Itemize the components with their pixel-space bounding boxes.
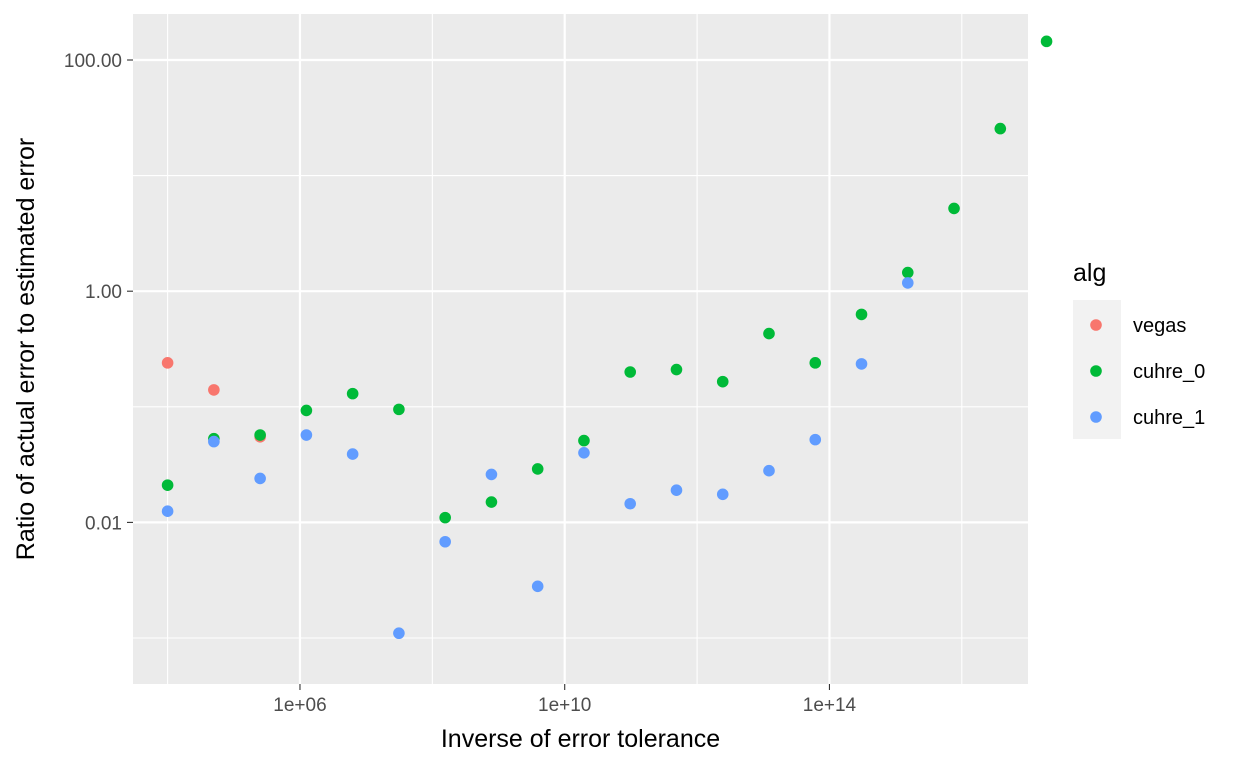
point-cuhre_1 bbox=[531, 580, 544, 593]
point-cuhre_1 bbox=[300, 429, 313, 441]
point-cuhre_0 bbox=[809, 357, 822, 369]
major-gridlines bbox=[133, 14, 1028, 684]
legend-title: alg bbox=[1073, 259, 1106, 287]
point-cuhre_1 bbox=[393, 627, 405, 640]
point-cuhre_0 bbox=[161, 479, 174, 491]
y-tick-label: 100.00 bbox=[64, 51, 122, 72]
point-cuhre_0 bbox=[855, 308, 868, 321]
point-cuhre_0 bbox=[346, 387, 359, 400]
y-axis: 0.01 1.00 100.00 bbox=[64, 51, 133, 534]
legend-items: vegas cuhre_0 cuhre_1 bbox=[1090, 315, 1205, 429]
point-cuhre_0 bbox=[624, 366, 637, 378]
point-cuhre_1 bbox=[161, 505, 174, 517]
y-tick-label: 1.00 bbox=[85, 282, 122, 303]
y-axis-title: Ratio of actual error to estimated error bbox=[12, 138, 40, 560]
point-cuhre_1 bbox=[578, 447, 590, 459]
point-cuhre_1 bbox=[208, 435, 220, 448]
point-cuhre_0 bbox=[716, 375, 729, 388]
point-cuhre_1 bbox=[901, 277, 914, 289]
point-cuhre_1 bbox=[809, 433, 822, 446]
point-cuhre_0 bbox=[578, 434, 590, 447]
legend-key-cuhre_1 bbox=[1090, 411, 1102, 423]
point-cuhre_0 bbox=[901, 266, 914, 279]
point-cuhre_0 bbox=[485, 496, 498, 508]
point-cuhre_0 bbox=[763, 327, 775, 340]
x-tick-label: 1e+14 bbox=[803, 695, 857, 716]
x-tick-label: 1e+06 bbox=[273, 695, 326, 716]
legend-label-cuhre_0: cuhre_0 bbox=[1133, 361, 1205, 383]
point-cuhre_0 bbox=[531, 463, 544, 475]
minor-gridlines bbox=[133, 14, 1028, 684]
legend-label-vegas: vegas bbox=[1133, 315, 1186, 337]
point-cuhre_0 bbox=[393, 403, 405, 416]
point-vegas bbox=[208, 384, 220, 396]
point-cuhre_0 bbox=[254, 429, 266, 441]
panel-background bbox=[133, 14, 1028, 684]
point-cuhre_1 bbox=[855, 358, 868, 370]
point-vegas bbox=[161, 357, 174, 369]
point-cuhre_0 bbox=[300, 404, 313, 417]
point-cuhre_0 bbox=[1040, 35, 1053, 48]
y-tick-label: 0.01 bbox=[85, 513, 122, 534]
legend-key-vegas bbox=[1090, 319, 1102, 331]
x-axis-title: Inverse of error tolerance bbox=[441, 725, 720, 753]
point-cuhre_1 bbox=[670, 484, 683, 496]
point-cuhre_1 bbox=[624, 497, 637, 510]
x-tick-label: 1e+10 bbox=[538, 695, 591, 716]
point-cuhre_1 bbox=[254, 472, 266, 485]
point-cuhre_0 bbox=[948, 202, 960, 215]
legend: alg vegas cuhre_0 cuhre_1 bbox=[1073, 259, 1205, 439]
point-cuhre_1 bbox=[439, 535, 451, 548]
x-axis: 1e+06 1e+10 1e+14 bbox=[273, 684, 857, 716]
point-cuhre_0 bbox=[439, 511, 451, 524]
data-points bbox=[161, 35, 1053, 640]
point-cuhre_0 bbox=[994, 122, 1007, 135]
point-cuhre_1 bbox=[763, 464, 775, 477]
legend-label-cuhre_1: cuhre_1 bbox=[1133, 407, 1205, 429]
point-cuhre_1 bbox=[716, 488, 729, 501]
point-cuhre_1 bbox=[485, 468, 498, 481]
legend-key-cuhre_0 bbox=[1090, 365, 1102, 377]
point-cuhre_0 bbox=[670, 363, 683, 376]
point-cuhre_1 bbox=[346, 448, 359, 460]
